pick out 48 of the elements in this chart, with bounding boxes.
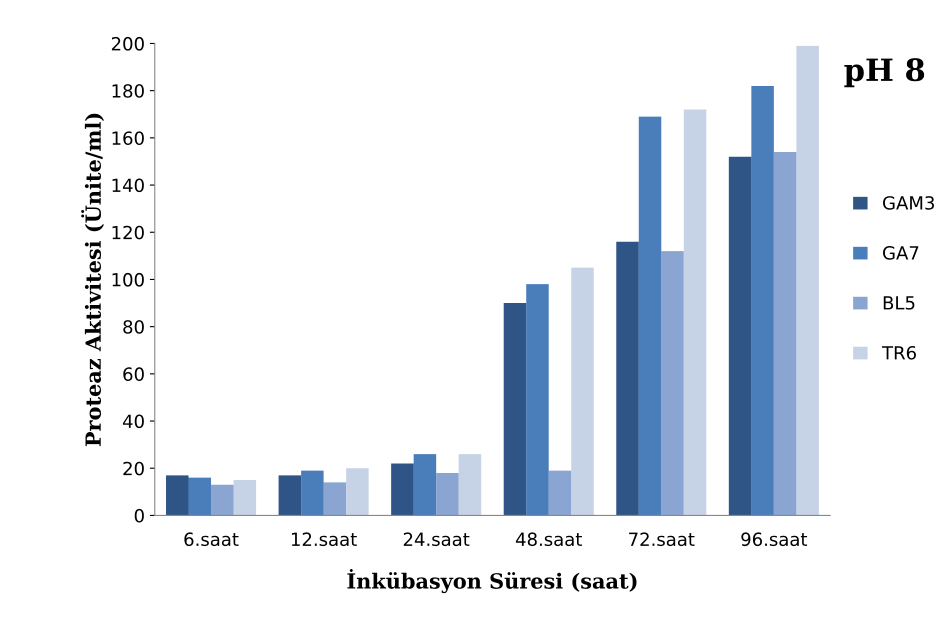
x-tick-label: 72.saat [629, 532, 695, 546]
x-tick-label: 6.saat [184, 532, 239, 546]
bar [324, 482, 346, 516]
x-tick-label: 48.saat [516, 532, 582, 546]
y-tick-label: 60 [123, 367, 144, 381]
bar [616, 242, 639, 516]
text: pH 8 [844, 58, 924, 88]
legend-label: GA7 [883, 246, 918, 260]
bar [278, 475, 302, 516]
bar [504, 303, 526, 516]
bar [548, 470, 572, 516]
x-axis-title: İnkübasyon Süresi (saat) [347, 569, 636, 594]
x-tick-label: 96.saat [741, 532, 808, 546]
bar [166, 475, 189, 516]
bar [751, 86, 774, 516]
x-tick-label: 12.saat [292, 532, 357, 546]
y-axis-title: Proteaz Aktivitesi (Ünite/ml) [81, 114, 104, 446]
y-tick-label: 180 [112, 84, 144, 98]
bar [526, 284, 549, 516]
bar [346, 468, 369, 516]
bar [188, 478, 212, 516]
legend-label: GAM3 [883, 196, 934, 210]
bar [391, 464, 414, 516]
bar [661, 251, 684, 516]
x-tick-label: 24.saat [404, 532, 470, 546]
bar [234, 480, 256, 516]
bar [684, 110, 706, 516]
y-tick-label: 160 [112, 131, 144, 145]
bar [638, 116, 662, 516]
bar [211, 484, 234, 516]
y-tick-label: 100 [112, 272, 144, 287]
bar [728, 156, 752, 516]
y-tick-label: 0 [134, 508, 144, 523]
bar [458, 454, 482, 516]
bar [301, 470, 324, 516]
bar [436, 472, 459, 516]
legend-label: TR6 [882, 346, 916, 360]
y-tick-label: 200 [112, 36, 144, 51]
bar [774, 152, 796, 516]
y-tick-label: 80 [123, 320, 144, 334]
y-tick-label: 20 [123, 462, 144, 476]
legend-label: BL5 [884, 296, 914, 310]
bar [414, 454, 436, 516]
bar [796, 46, 819, 516]
y-tick-label: 40 [122, 414, 144, 428]
y-tick-label: 120 [112, 226, 144, 240]
bar [571, 268, 594, 516]
y-tick-label: 140 [112, 178, 144, 192]
